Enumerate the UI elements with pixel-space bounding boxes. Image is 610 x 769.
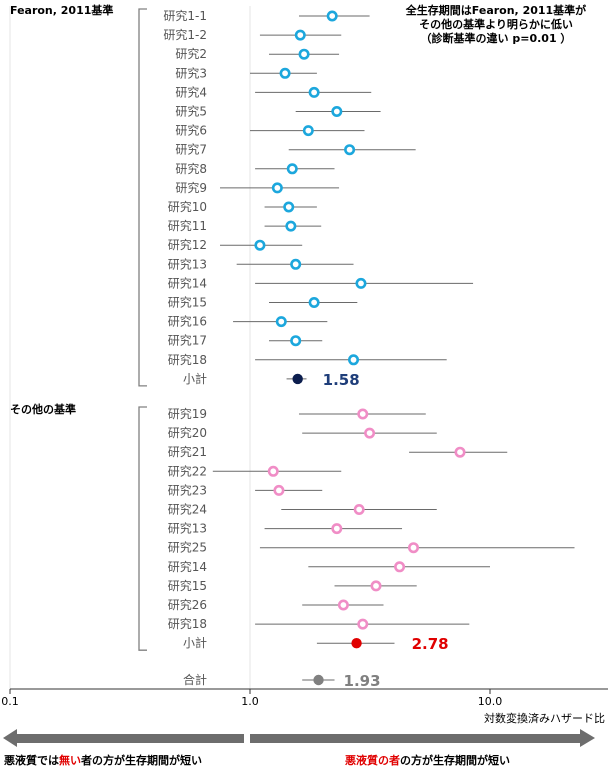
study-label: 研究3 (175, 65, 207, 80)
subtotal-label: 小計 (183, 635, 207, 650)
study-point (326, 10, 338, 22)
study-label: 研究6 (175, 123, 207, 138)
study-label: 研究7 (175, 142, 207, 157)
study-label: 研究14 (168, 559, 207, 574)
group-title: その他の基準 (10, 402, 76, 416)
study-point (407, 542, 419, 554)
study-point (308, 86, 320, 98)
subtotal-value: 2.78 (412, 635, 449, 653)
group-bracket (138, 406, 147, 651)
x-axis-title: 対数変換済みハザード比 (484, 711, 605, 725)
study-label: 研究19 (168, 406, 207, 421)
right-direction-caption-part: 悪液質の者 (345, 753, 400, 767)
study-label: 研究18 (168, 352, 207, 367)
study-point (286, 163, 298, 175)
study-label: 研究23 (168, 482, 207, 497)
study-label: 研究13 (168, 521, 207, 536)
study-point (271, 182, 283, 194)
study-label: 研究17 (168, 333, 207, 348)
study-point (331, 106, 343, 118)
left-direction-arrow (3, 729, 244, 747)
study-point (337, 599, 349, 611)
study-point (364, 427, 376, 439)
right-direction-caption-part: の方が生存期間が短い (400, 753, 510, 767)
study-label: 研究2 (175, 46, 207, 61)
study-point (298, 48, 310, 60)
subtotal-point (292, 373, 303, 385)
study-label: 研究10 (168, 199, 207, 214)
study-label: 研究21 (168, 444, 207, 459)
study-point (454, 446, 466, 458)
study-label: 研究15 (168, 295, 207, 310)
study-point (348, 354, 360, 366)
left-direction-caption: 悪液質では無い者の方が生存期間が短い (4, 753, 202, 767)
study-label: 研究22 (168, 463, 207, 478)
total-label: 合計 (183, 672, 207, 687)
study-point (267, 465, 279, 477)
study-point (302, 125, 314, 137)
study-point (353, 503, 365, 515)
right-direction-caption: 悪液質の者の方が生存期間が短い (345, 753, 510, 767)
study-point (355, 277, 367, 289)
study-label: 研究13 (168, 256, 207, 271)
left-direction-caption-part: 者の方が生存期間が短い (80, 753, 202, 767)
study-point (331, 523, 343, 535)
subtotal-label: 小計 (183, 371, 207, 386)
study-label: 研究5 (175, 104, 207, 119)
study-label: 研究8 (175, 161, 207, 176)
study-label: 研究11 (168, 218, 207, 233)
significance-note: （診断基準の違い p=0.01 ） (421, 31, 572, 45)
group-title: Fearon, 2011基準 (10, 3, 113, 17)
study-point (283, 201, 295, 213)
study-label: 研究20 (168, 425, 207, 440)
study-label: 研究4 (175, 84, 207, 99)
study-label: 研究24 (168, 502, 207, 517)
study-label: 研究15 (168, 578, 207, 593)
subtotal-point (351, 638, 362, 649)
x-tick-label: 10.0 (478, 695, 503, 708)
study-point (344, 144, 356, 156)
right-direction-arrow (250, 729, 595, 747)
total-value: 1.93 (344, 672, 381, 690)
left-direction-caption-part: 悪液質では (4, 753, 59, 767)
x-tick-label: 1.0 (241, 695, 259, 708)
study-label: 研究12 (168, 237, 207, 252)
study-label: 研究16 (168, 314, 207, 329)
study-point (285, 220, 297, 232)
subtotal-value: 1.58 (323, 371, 360, 389)
study-point (357, 408, 369, 420)
study-label: 研究1-2 (163, 27, 207, 42)
group-bracket (138, 8, 147, 387)
study-label: 研究18 (168, 616, 207, 631)
study-point (357, 618, 369, 630)
study-point (394, 561, 406, 573)
left-direction-caption-part: 無い (59, 753, 81, 767)
study-point (290, 335, 302, 347)
study-point (273, 484, 285, 496)
study-point (254, 239, 266, 251)
study-point (290, 258, 302, 270)
x-tick-label: 0.1 (1, 695, 19, 708)
significance-note: その他の基準より明らかに低い (419, 17, 573, 31)
study-label: 研究25 (168, 540, 207, 555)
study-point (370, 580, 382, 592)
study-label: 研究1-1 (163, 8, 207, 23)
study-point (308, 296, 320, 308)
study-label: 研究26 (168, 597, 207, 612)
study-label: 研究9 (175, 180, 207, 195)
study-point (279, 67, 291, 79)
significance-note: 全生存期間はFearon, 2011基準が (405, 3, 586, 17)
study-point (275, 316, 287, 328)
study-point (294, 29, 306, 41)
total-point (313, 674, 324, 686)
study-label: 研究14 (168, 275, 207, 290)
